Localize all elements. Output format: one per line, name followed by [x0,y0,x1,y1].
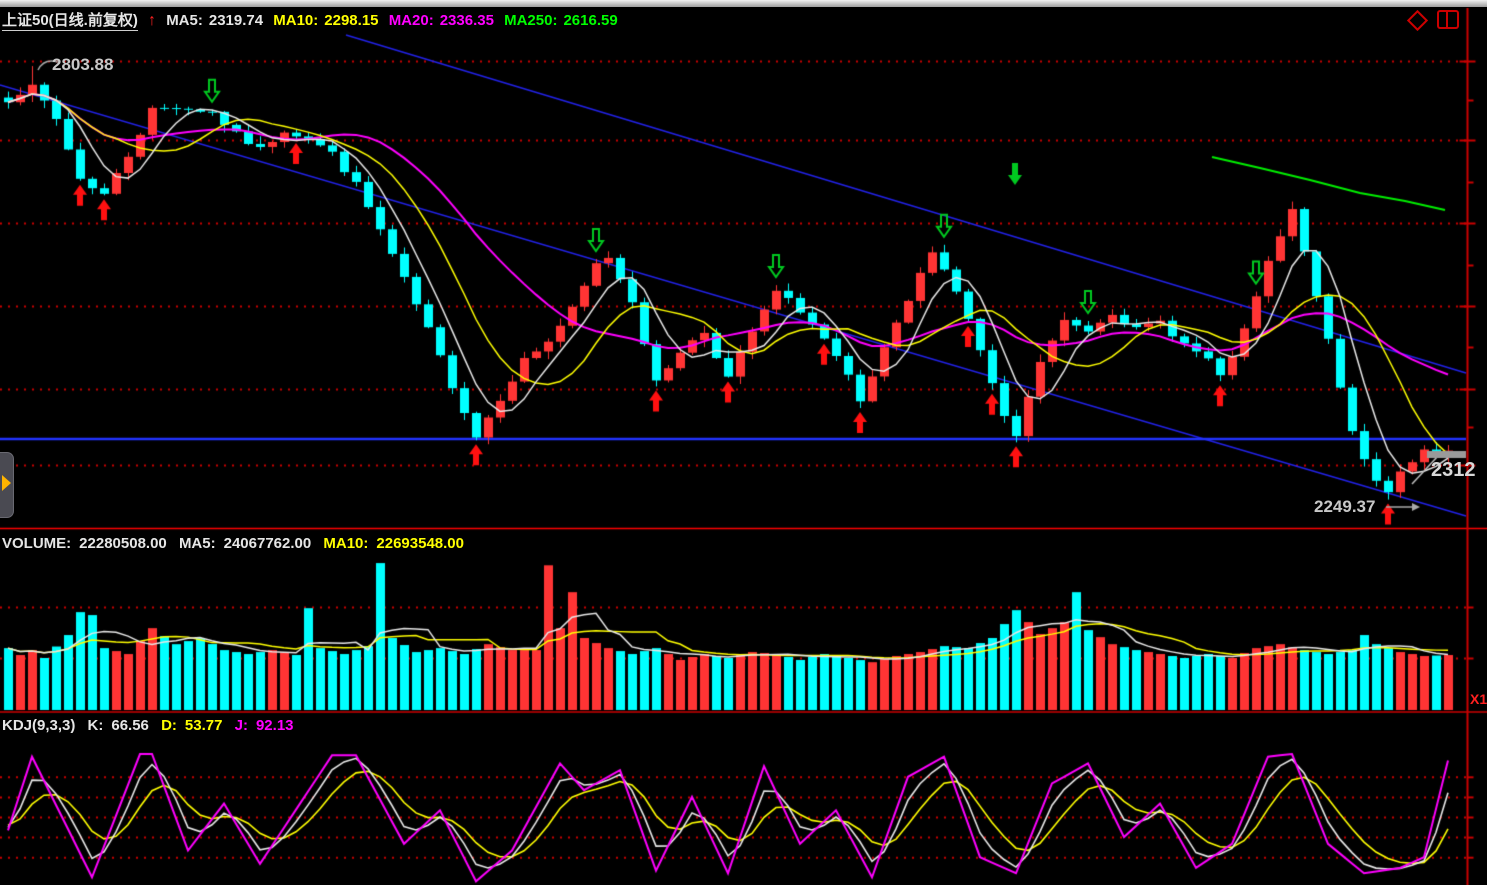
kdj-k-label: K: [87,717,104,734]
kdj-j-label: J: [234,717,248,734]
volume-ma10-label: MA10: [323,535,369,552]
kdj-d-label: D: [161,717,177,734]
price-up-arrow-icon: ↑ [148,12,157,29]
kdj-header: KDJ(9,3,3) K: 66.56 D: 53.77 J: 92.13 [2,717,302,734]
trough-price-label: 2249.37 [1314,497,1376,516]
ma5-value: 2319.74 [208,12,264,29]
sidebar-expander-handle[interactable] [0,452,14,518]
volume-ma5-label: MA5: [178,535,216,552]
ma10-label: MA10: [273,12,319,29]
expander-arrow-icon [2,475,11,491]
volume-ma10-value: 22693548.00 [376,535,464,552]
split-window-icon-bar [1446,12,1448,27]
main-chart-header: 上证50(日线.前复权) ↑ MA5: 2319.74 MA10: 2298.15 … [2,9,624,31]
ma10-value: 2298.15 [324,12,379,29]
kdj-k-value: 66.56 [111,717,149,734]
kdj-d-value: 53.77 [184,717,223,734]
instrument-title: 上证50(日线.前复权) [2,12,138,31]
window-top-strip [0,0,1487,7]
split-window-icon[interactable] [1437,10,1459,29]
ma5-label: MA5: [166,12,203,29]
volume-label: VOLUME: [2,535,72,552]
kdj-label: KDJ(9,3,3) [2,717,76,734]
ma20-value: 2336.35 [439,12,494,29]
peak-price-label: 2803.88 [52,55,114,74]
ma250-value: 2616.59 [563,12,618,29]
kdj-j-value: 92.13 [255,717,294,734]
ma20-label: MA20: [388,12,434,29]
last-price-tag: 2312 [1431,459,1476,481]
volume-ma5-value: 24067762.00 [223,535,312,552]
volume-header: VOLUME: 22280508.00 MA5: 24067762.00 MA10:… [2,535,472,552]
volume-value: 22280508.00 [79,535,167,552]
ma250-label: MA250: [504,12,558,29]
axis-unit-tag: X1 [1470,691,1487,707]
